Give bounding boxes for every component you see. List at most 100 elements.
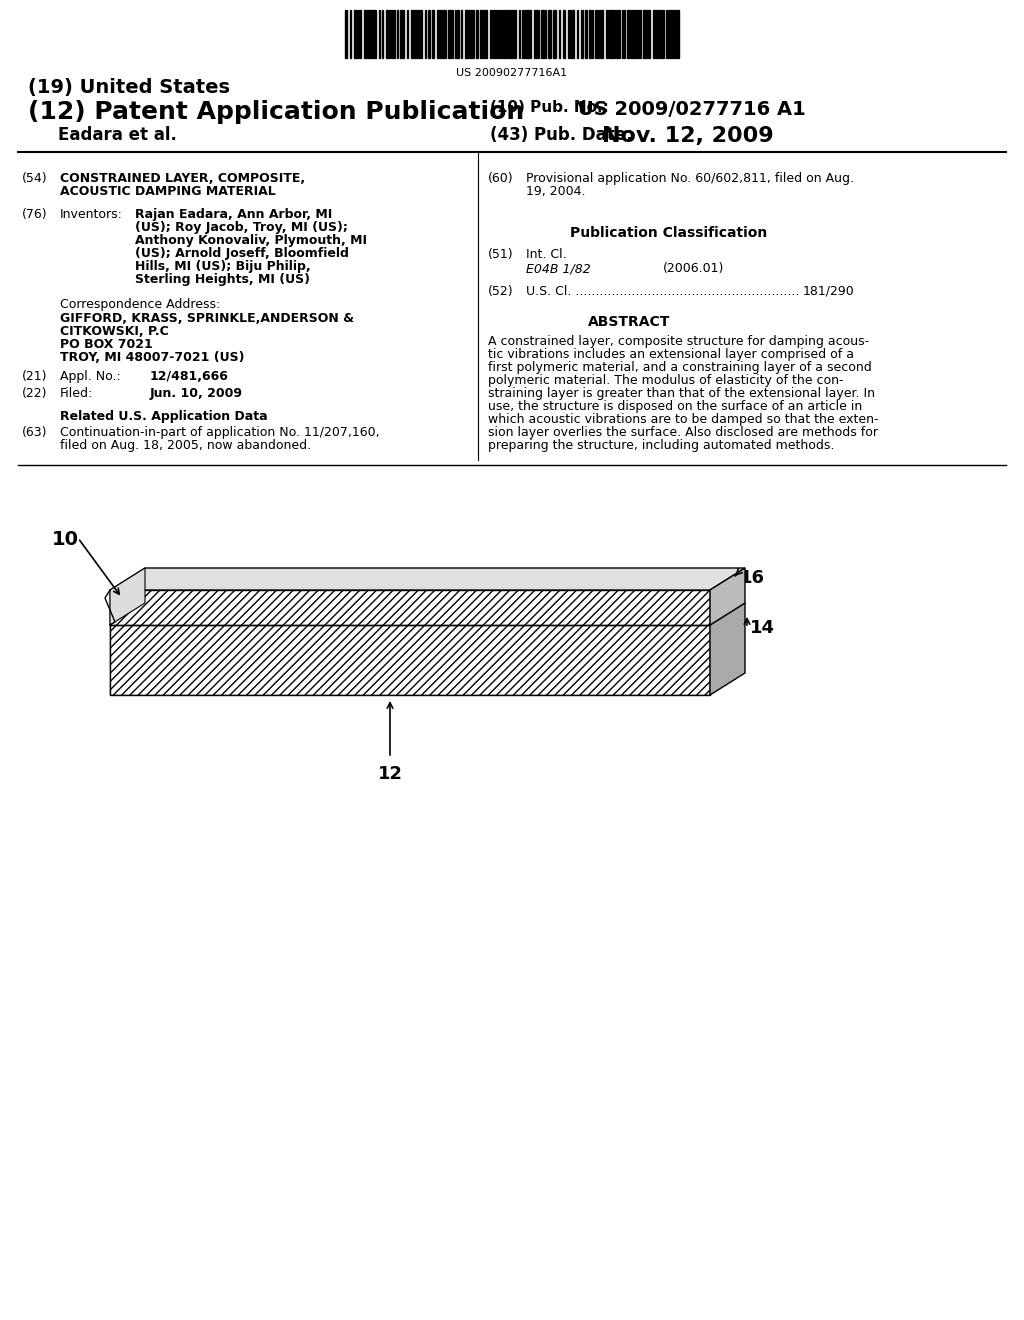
Bar	[616, 11, 618, 58]
Text: 16: 16	[740, 569, 765, 587]
Text: 14: 14	[750, 619, 775, 638]
Bar	[509, 11, 511, 58]
Bar	[673, 11, 676, 58]
Bar	[541, 11, 544, 58]
Text: CITKOWSKI, P.C: CITKOWSKI, P.C	[60, 325, 169, 338]
Bar	[364, 11, 366, 58]
Bar	[432, 11, 434, 58]
Polygon shape	[110, 603, 745, 624]
Bar	[345, 11, 347, 58]
Text: (60): (60)	[488, 172, 514, 185]
Text: ACOUSTIC DAMPING MATERIAL: ACOUSTIC DAMPING MATERIAL	[60, 185, 275, 198]
Text: 12: 12	[378, 766, 402, 783]
Bar	[469, 11, 472, 58]
Bar	[585, 11, 587, 58]
Text: Publication Classification: Publication Classification	[570, 226, 767, 240]
Text: ABSTRACT: ABSTRACT	[588, 315, 671, 329]
Bar	[457, 11, 459, 58]
Text: US 20090277716A1: US 20090277716A1	[457, 69, 567, 78]
Text: Int. Cl.: Int. Cl.	[526, 248, 566, 261]
Text: 181/290: 181/290	[803, 285, 855, 298]
Bar	[563, 11, 565, 58]
Text: Related U.S. Application Data: Related U.S. Application Data	[60, 411, 267, 422]
Text: Sterling Heights, MI (US): Sterling Heights, MI (US)	[135, 273, 310, 286]
Bar	[480, 11, 483, 58]
Text: 10: 10	[52, 531, 79, 549]
Text: (52): (52)	[488, 285, 514, 298]
Text: GIFFORD, KRASS, SPRINKLE,ANDERSON &: GIFFORD, KRASS, SPRINKLE,ANDERSON &	[60, 312, 354, 325]
Bar	[465, 11, 468, 58]
Bar	[553, 11, 556, 58]
Text: Jun. 10, 2009: Jun. 10, 2009	[150, 387, 243, 400]
Bar	[643, 11, 646, 58]
Text: filed on Aug. 18, 2005, now abandoned.: filed on Aug. 18, 2005, now abandoned.	[60, 440, 311, 451]
Bar	[400, 11, 402, 58]
Bar	[476, 11, 478, 58]
Text: (43) Pub. Date:: (43) Pub. Date:	[490, 125, 633, 144]
Text: Nov. 12, 2009: Nov. 12, 2009	[602, 125, 773, 147]
Bar	[439, 11, 441, 58]
Bar	[627, 11, 629, 58]
Bar	[354, 11, 357, 58]
Bar	[653, 11, 655, 58]
Bar	[589, 11, 591, 58]
Bar	[416, 11, 418, 58]
Bar	[548, 11, 551, 58]
Bar	[371, 11, 373, 58]
Text: Anthony Konovaliv, Plymouth, MI: Anthony Konovaliv, Plymouth, MI	[135, 234, 367, 247]
Bar	[428, 11, 430, 58]
Text: (2006.01): (2006.01)	[663, 261, 724, 275]
Text: Continuation-in-part of application No. 11/207,160,: Continuation-in-part of application No. …	[60, 426, 380, 440]
Text: use, the structure is disposed on the surface of an article in: use, the structure is disposed on the su…	[488, 400, 862, 413]
Bar	[386, 11, 388, 58]
Bar	[581, 11, 583, 58]
Bar	[656, 11, 658, 58]
Text: (63): (63)	[22, 426, 47, 440]
Text: Inventors:: Inventors:	[60, 209, 123, 220]
Text: straining layer is greater than that of the extensional layer. In: straining layer is greater than that of …	[488, 387, 874, 400]
Bar	[393, 11, 395, 58]
Text: (51): (51)	[488, 248, 514, 261]
Text: sion layer overlies the surface. Also disclosed are methods for: sion layer overlies the surface. Also di…	[488, 426, 878, 440]
Text: CONSTRAINED LAYER, COMPOSITE,: CONSTRAINED LAYER, COMPOSITE,	[60, 172, 305, 185]
Polygon shape	[110, 568, 145, 624]
Text: first polymeric material, and a constraining layer of a second: first polymeric material, and a constrai…	[488, 360, 871, 374]
Text: which acoustic vibrations are to be damped so that the exten-: which acoustic vibrations are to be damp…	[488, 413, 879, 426]
Bar	[494, 11, 496, 58]
Polygon shape	[110, 590, 710, 624]
Text: Provisional application No. 60/602,811, filed on Aug.: Provisional application No. 60/602,811, …	[526, 172, 854, 185]
Text: (22): (22)	[22, 387, 47, 400]
Text: (10) Pub. No.:: (10) Pub. No.:	[490, 100, 609, 115]
Text: U.S. Cl. ........................................................: U.S. Cl. ...............................…	[526, 285, 800, 298]
Bar	[570, 11, 572, 58]
Bar	[677, 11, 679, 58]
Text: polymeric material. The modulus of elasticity of the con-: polymeric material. The modulus of elast…	[488, 374, 844, 387]
Text: (US); Roy Jacob, Troy, MI (US);: (US); Roy Jacob, Troy, MI (US);	[135, 220, 348, 234]
Bar	[670, 11, 672, 58]
Text: Eadara et al.: Eadara et al.	[58, 125, 177, 144]
Text: Correspondence Address:: Correspondence Address:	[60, 298, 220, 312]
Bar	[526, 11, 529, 58]
Text: Filed:: Filed:	[60, 387, 93, 400]
Text: 19, 2004.: 19, 2004.	[526, 185, 586, 198]
Text: (19) United States: (19) United States	[28, 78, 230, 96]
Bar	[632, 11, 635, 58]
Bar	[367, 11, 370, 58]
Text: (US); Arnold Joseff, Bloomfield: (US); Arnold Joseff, Bloomfield	[135, 247, 349, 260]
Text: (21): (21)	[22, 370, 47, 383]
Text: (76): (76)	[22, 209, 48, 220]
Text: A constrained layer, composite structure for damping acous-: A constrained layer, composite structure…	[488, 335, 869, 348]
Text: Hills, MI (US); Biju Philip,: Hills, MI (US); Biju Philip,	[135, 260, 310, 273]
Text: preparing the structure, including automated methods.: preparing the structure, including autom…	[488, 440, 835, 451]
Bar	[662, 11, 664, 58]
Text: 12/481,666: 12/481,666	[150, 370, 229, 383]
Text: (54): (54)	[22, 172, 48, 185]
Bar	[601, 11, 603, 58]
Bar	[413, 11, 415, 58]
Text: TROY, MI 48007-7021 (US): TROY, MI 48007-7021 (US)	[60, 351, 245, 364]
Polygon shape	[110, 624, 710, 696]
Text: US 2009/0277716 A1: US 2009/0277716 A1	[578, 100, 806, 119]
Polygon shape	[710, 603, 745, 696]
Bar	[503, 11, 506, 58]
Text: Rajan Eadara, Ann Arbor, MI: Rajan Eadara, Ann Arbor, MI	[135, 209, 332, 220]
